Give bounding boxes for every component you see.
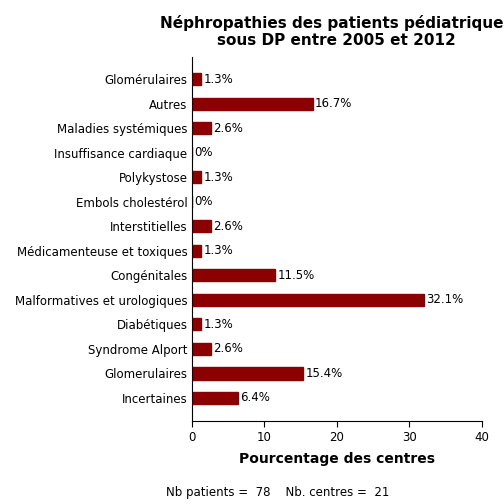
Text: 0%: 0% (194, 195, 213, 208)
Text: 32.1%: 32.1% (426, 293, 464, 306)
Bar (192, 220, 211, 232)
Text: 1.3%: 1.3% (204, 171, 233, 184)
Text: 1.3%: 1.3% (204, 244, 233, 258)
Text: Nb patients =  78    Nb. centres =  21: Nb patients = 78 Nb. centres = 21 (165, 486, 389, 499)
Text: 2.6%: 2.6% (213, 122, 242, 135)
Bar (192, 392, 238, 404)
Text: 2.6%: 2.6% (213, 342, 242, 355)
Text: 6.4%: 6.4% (240, 392, 270, 404)
Bar (192, 122, 211, 135)
Bar (192, 343, 211, 355)
Bar (192, 294, 424, 306)
Bar (192, 269, 275, 281)
Text: 0%: 0% (194, 146, 213, 159)
Bar (192, 73, 201, 85)
Text: 11.5%: 11.5% (277, 269, 314, 282)
Text: 1.3%: 1.3% (204, 318, 233, 331)
Bar (192, 171, 201, 183)
Text: 1.3%: 1.3% (204, 73, 233, 86)
X-axis label: Pourcentage des centres: Pourcentage des centres (239, 452, 434, 466)
Bar (192, 367, 303, 380)
Bar (192, 98, 313, 110)
Bar (192, 318, 201, 331)
Text: 16.7%: 16.7% (315, 97, 352, 110)
Text: 2.6%: 2.6% (213, 220, 242, 233)
Bar (192, 244, 201, 257)
Text: 15.4%: 15.4% (305, 367, 343, 380)
Title: Néphropathies des patients pédiatriques
sous DP entre 2005 et 2012: Néphropathies des patients pédiatriques … (160, 15, 504, 48)
